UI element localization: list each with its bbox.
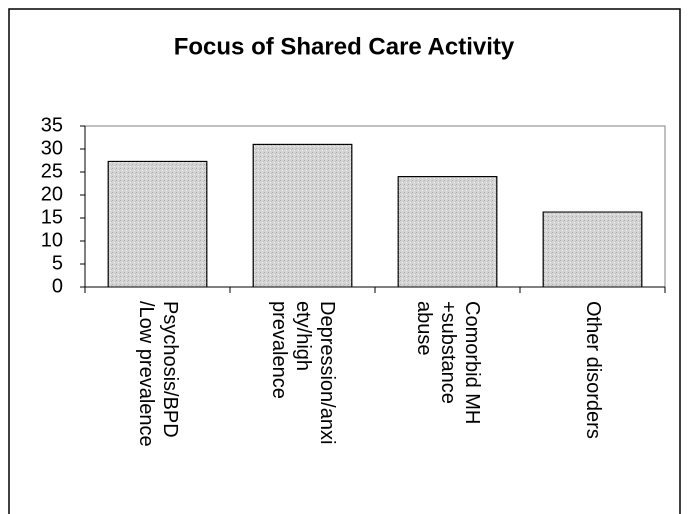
bar-texture [107,160,208,288]
y-tick-label: 5 [52,252,63,274]
x-tick-label: Psychosis/BPD [159,301,181,438]
y-tick-label: 35 [41,114,63,136]
y-tick-label: 20 [41,183,63,205]
x-tick-label: Other disorders [582,301,604,439]
bar-texture [542,211,643,288]
chart-frame [8,8,681,514]
x-tick-label: ety/high [292,301,314,371]
x-tick-label: +substance [437,301,459,404]
x-tick-label: Depression/anxi [316,301,338,444]
x-tick-label: prevalence [268,301,290,399]
y-tick-label: 15 [41,206,63,228]
y-tick-label: 25 [41,160,63,182]
bar-texture [397,176,498,288]
chart-title: Focus of Shared Care Activity [174,33,515,60]
y-tick-label: 10 [41,229,63,251]
y-tick-label: 30 [41,137,63,159]
x-tick-label: Comorbid MH [461,301,483,424]
bar-texture [252,143,353,288]
y-tick-label: 0 [52,275,63,297]
x-tick-label: abuse [413,301,435,356]
x-tick-label: /Low prevalence [135,301,157,447]
